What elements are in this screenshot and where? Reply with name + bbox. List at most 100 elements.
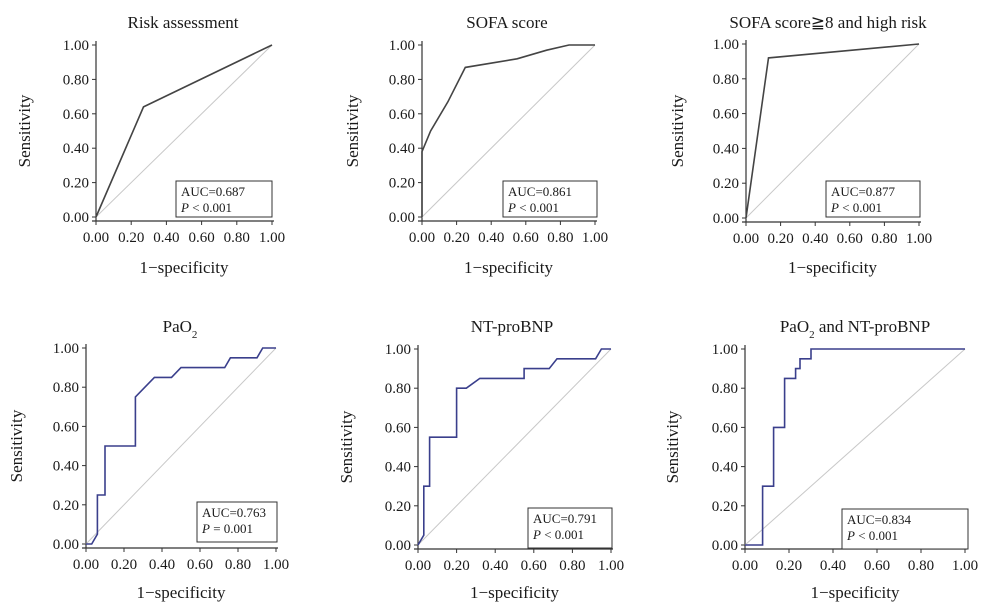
p-value-label: P < 0.001: [507, 200, 559, 215]
x-tick-label: 1.00: [906, 231, 932, 247]
y-tick-label: 0.40: [53, 459, 79, 475]
x-tick-label: 0.80: [547, 230, 573, 246]
p-value-label: P = 0.001: [201, 521, 253, 536]
y-tick-label: 0.20: [63, 176, 89, 192]
roc-panel-5: NT-proBNP Sensitivity 1−specificity 0.00 0.2…: [337, 317, 624, 602]
x-tick-label: 0.40: [478, 230, 504, 246]
y-tick-label: 0.80: [385, 381, 411, 397]
roc-curve: [95, 44, 273, 218]
y-tick-label: 0.40: [389, 141, 415, 157]
x-axis-label: 1−specificity: [788, 258, 877, 277]
y-tick-label: 0.80: [53, 380, 79, 396]
x-tick-label: 0.60: [187, 557, 213, 573]
x-tick-label: 0.80: [559, 558, 585, 574]
y-tick-label: 0.00: [712, 538, 738, 554]
y-tick-label: 0.20: [712, 499, 738, 515]
y-tick-label: 1.00: [389, 38, 415, 54]
p-value-label: P < 0.001: [846, 528, 898, 543]
x-tick-label: 0.40: [149, 557, 175, 573]
roc-curve: [745, 348, 965, 546]
y-tick-label: 0.40: [385, 460, 411, 476]
chart-title: PaO2: [163, 317, 198, 341]
y-tick-label: 0.00: [385, 538, 411, 554]
roc-panel-4: PaO2 Sensitivity 1−specificity 0.00 0.20 0.40…: [7, 317, 289, 602]
x-axis-label: 1−specificity: [464, 258, 553, 277]
auc-box: [841, 508, 969, 550]
auc-box: [502, 180, 598, 218]
x-tick-label: 0.00: [733, 231, 759, 247]
y-tick-label: 0.40: [63, 141, 89, 157]
p-value-label: P < 0.001: [532, 527, 584, 542]
x-tick-label: 0.60: [837, 231, 863, 247]
y-tick-label: 0.00: [63, 210, 89, 226]
reference-diagonal: [95, 44, 273, 218]
x-tick-label: 0.80: [225, 557, 251, 573]
y-tick-label: 0.60: [385, 420, 411, 436]
y-tick-label: 1.00: [385, 342, 411, 358]
x-tick-label: 0.40: [820, 558, 846, 574]
auc-box: [175, 180, 273, 218]
y-axis-label: Sensitivity: [7, 409, 26, 482]
y-tick-label: 0.00: [713, 211, 739, 227]
chart-title: Risk assessment: [128, 13, 239, 32]
y-tick-label: 0.80: [389, 72, 415, 88]
y-tick-label: 1.00: [63, 38, 89, 54]
chart-title: PaO2 and NT-proBNP: [780, 317, 930, 341]
y-tick-label: 0.40: [712, 460, 738, 476]
x-tick-label: 0.00: [83, 230, 109, 246]
y-tick-label: 0.20: [385, 499, 411, 515]
x-axis-label: 1−specificity: [140, 258, 229, 277]
y-tick-label: 0.80: [63, 72, 89, 88]
y-tick-label: 0.80: [712, 381, 738, 397]
y-tick-label: 0.00: [389, 210, 415, 226]
auc-box: [527, 507, 613, 549]
y-tick-label: 0.20: [389, 176, 415, 192]
roc-curve: [745, 43, 920, 219]
x-tick-label: 0.40: [482, 558, 508, 574]
chart-title: SOFA score≧8 and high risk: [729, 13, 927, 32]
y-axis-label: Sensitivity: [15, 94, 34, 167]
roc-curve: [417, 348, 611, 546]
reference-diagonal: [421, 44, 596, 218]
auc-box: [196, 501, 278, 543]
x-tick-label: 0.60: [521, 558, 547, 574]
y-axis-label: Sensitivity: [663, 410, 682, 483]
roc-panel-2: SOFA score Sensitivity 1−specificity 0.00 0.…: [343, 13, 608, 277]
y-tick-label: 0.60: [63, 107, 89, 123]
x-tick-label: 0.00: [73, 557, 99, 573]
x-tick-label: 1.00: [582, 230, 608, 246]
y-tick-label: 0.60: [713, 107, 739, 123]
x-tick-label: 0.20: [111, 557, 137, 573]
y-axis-label: Sensitivity: [337, 410, 356, 483]
x-tick-label: 1.00: [259, 230, 285, 246]
chart-title: SOFA score: [466, 13, 547, 32]
roc-panel-3: SOFA score≧8 and high risk Sensitivity 1−s…: [668, 13, 932, 277]
x-axis-label: 1−specificity: [811, 583, 900, 602]
x-tick-label: 1.00: [598, 558, 624, 574]
y-tick-label: 0.20: [713, 176, 739, 192]
y-tick-label: 1.00: [53, 341, 79, 357]
reference-diagonal: [744, 348, 966, 546]
auc-label: AUC=0.687: [181, 184, 246, 199]
x-tick-label: 0.60: [188, 230, 214, 246]
x-tick-label: 0.20: [118, 230, 144, 246]
y-axis-label: Sensitivity: [343, 94, 362, 167]
auc-label: AUC=0.834: [847, 512, 912, 527]
y-tick-label: 1.00: [713, 37, 739, 53]
roc-panel-6: PaO2 and NT-proBNP Sensitivity 1−specifici…: [663, 317, 978, 602]
x-tick-label: 0.40: [802, 231, 828, 247]
reference-diagonal: [85, 347, 277, 545]
p-value-label: P < 0.001: [830, 200, 882, 215]
y-tick-label: 0.00: [53, 537, 79, 553]
x-tick-label: 1.00: [263, 557, 289, 573]
p-value-label: P < 0.001: [180, 200, 232, 215]
x-tick-label: 0.40: [153, 230, 179, 246]
y-axis-label: Sensitivity: [668, 94, 687, 167]
x-tick-label: 0.60: [864, 558, 890, 574]
y-tick-label: 0.80: [713, 72, 739, 88]
x-tick-label: 0.20: [443, 230, 469, 246]
roc-curve: [421, 44, 595, 217]
auc-label: AUC=0.861: [508, 184, 572, 199]
chart-title: NT-proBNP: [471, 317, 554, 336]
